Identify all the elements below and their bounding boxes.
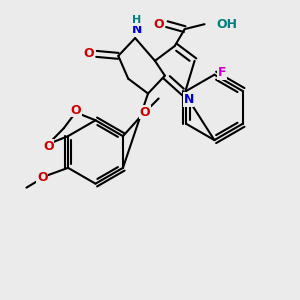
- Text: H: H: [133, 15, 142, 25]
- Text: N: N: [132, 22, 142, 36]
- Text: O: O: [37, 171, 48, 184]
- Text: O: O: [70, 104, 81, 117]
- Text: O: O: [154, 18, 164, 31]
- Text: N: N: [184, 93, 194, 106]
- Text: OH: OH: [216, 18, 237, 31]
- Text: F: F: [218, 66, 226, 79]
- Text: O: O: [83, 47, 94, 60]
- Text: O: O: [43, 140, 54, 152]
- Text: O: O: [140, 106, 150, 119]
